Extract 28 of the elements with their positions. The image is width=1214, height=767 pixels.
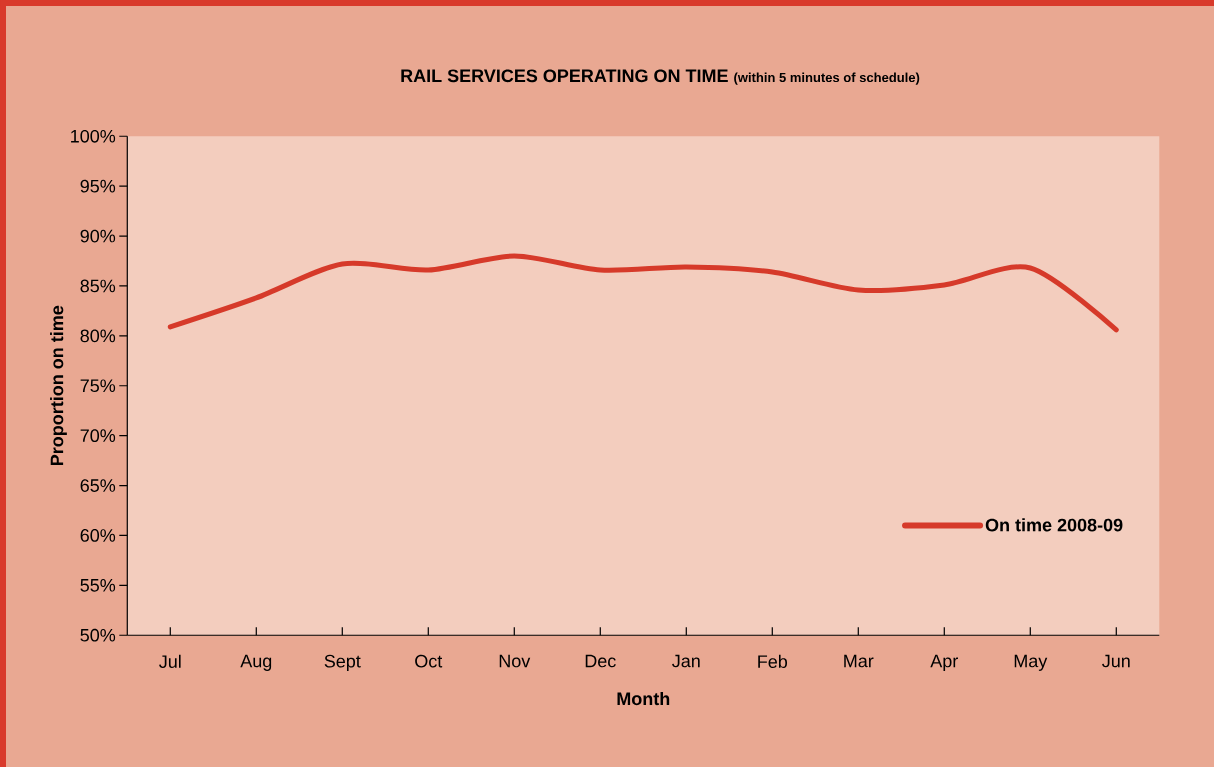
y-tick-label: 60% — [80, 529, 116, 542]
x-tick-label: Feb — [758, 654, 788, 668]
x-tick-label: May — [1014, 654, 1048, 671]
y-tick-label: 55% — [80, 579, 116, 592]
x-tick-label: Oct — [415, 654, 443, 668]
y-tick-label: 80% — [80, 329, 116, 343]
legend-label: On time 2008-09 — [985, 518, 1123, 532]
y-tick-label: 100% — [71, 129, 116, 143]
y-tick-label: 70% — [80, 429, 116, 443]
x-tick-label: Jan — [672, 654, 700, 668]
x-tick-label: Jul — [159, 654, 181, 668]
y-tick-label: 65% — [80, 479, 116, 492]
x-tick-label: Mar — [844, 654, 874, 668]
x-tick-label: Nov — [499, 654, 531, 668]
x-axis-title: Month — [617, 691, 670, 706]
chart-title: RAIL SERVICES OPERATING ON TIME — [401, 69, 728, 83]
y-tick-label: 85% — [80, 279, 116, 293]
x-tick-label: Jun — [1102, 654, 1130, 668]
x-tick-label: Sept — [324, 654, 361, 672]
y-tick-label: 75% — [80, 379, 116, 393]
y-tick-label: 90% — [80, 229, 116, 243]
y-tick-label: 50% — [80, 628, 116, 642]
y-axis-title: Proportion on time — [50, 305, 67, 466]
x-tick-label: Apr — [930, 654, 958, 671]
chart-subtitle: (within 5 minutes of schedule) — [734, 72, 920, 85]
x-tick-label: Dec — [585, 654, 616, 668]
x-tick-label: Aug — [240, 654, 272, 671]
y-tick-label: 95% — [80, 179, 116, 193]
